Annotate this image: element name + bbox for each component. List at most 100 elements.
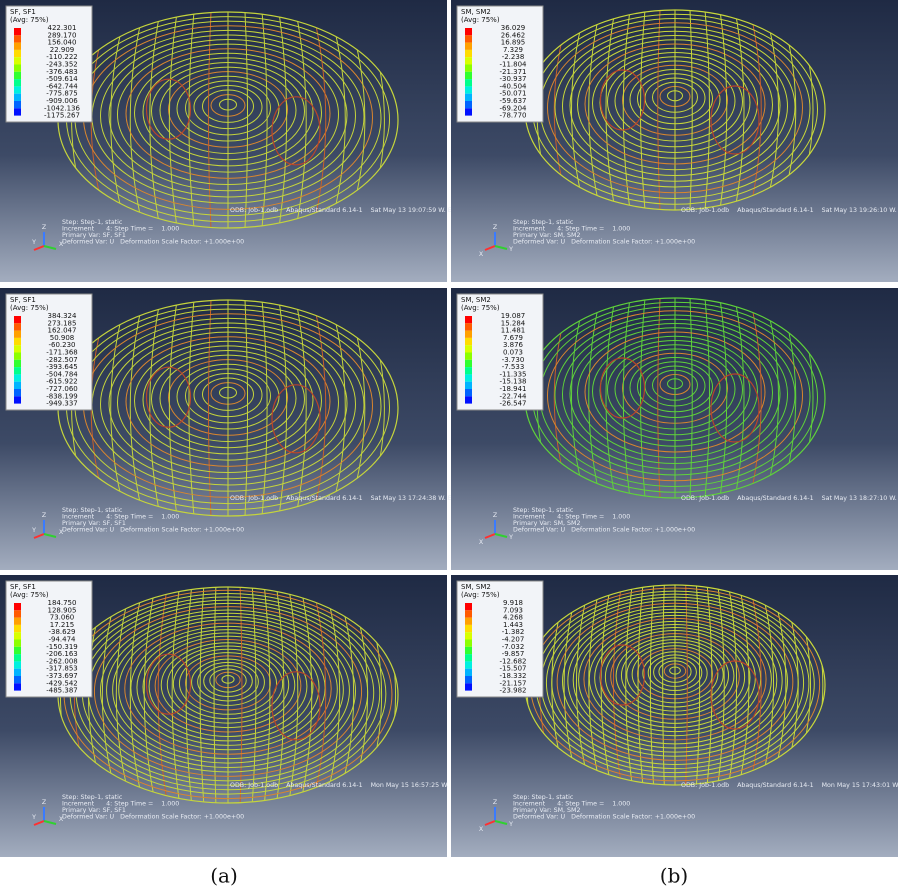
legend-value: -429.542 (46, 679, 77, 687)
legend-value: 73.060 (50, 614, 75, 622)
step-line: Step: Step-1, static (62, 219, 123, 226)
viewport: SM, SM2(Avg: 75%)19.08715.28411.4817.679… (451, 288, 898, 570)
legend-value: 26.462 (501, 31, 526, 39)
legend-band (14, 654, 21, 662)
mesh-line (567, 608, 783, 753)
step-line: Primary Var: SM, SM2 (513, 520, 580, 527)
triad-label: Z (42, 799, 47, 806)
legend-value: 7.093 (503, 606, 523, 614)
mesh-line (100, 322, 356, 486)
legend-value: -15.138 (499, 378, 526, 386)
legend-value: -909.006 (46, 97, 78, 105)
legend-value: 128.905 (48, 606, 77, 614)
legend-band (14, 668, 21, 676)
mesh-line (168, 300, 178, 516)
legend-value: 384.324 (48, 312, 77, 320)
legend-value: 162.047 (48, 327, 77, 335)
mesh-line (125, 48, 331, 179)
legend-value: -7.533 (502, 363, 525, 371)
mesh-line (592, 335, 758, 447)
legend-value: -94.474 (48, 636, 76, 644)
legend-value: 422.301 (48, 24, 77, 32)
legend-value: -509.614 (46, 75, 78, 83)
step-line: Primary Var: SM, SM2 (513, 232, 580, 239)
step-line: Primary Var: SF, SF1 (62, 807, 126, 814)
legend-band (14, 79, 21, 87)
stress-spot (599, 69, 646, 131)
legend-band (14, 49, 21, 58)
mesh-line (129, 300, 144, 516)
triad-label: Z (493, 224, 498, 231)
legend-band (14, 610, 21, 618)
step-line: Increment 4: Step Time = 1.000 (513, 226, 630, 233)
legend-value: -262.008 (46, 657, 77, 665)
legend-band (465, 49, 472, 58)
legend-value: -1042.136 (44, 104, 80, 112)
legend-value: 289.170 (48, 31, 77, 39)
legend-band (14, 86, 21, 94)
legend-band (14, 676, 21, 684)
viewport: SM, SM2(Avg: 75%)36.02926.46216.8957.329… (451, 0, 898, 282)
stress-spot (271, 671, 321, 741)
step-line: Increment 4: Step Time = 1.000 (62, 514, 179, 521)
mesh-line (562, 318, 788, 470)
viewport: SF, SF1(Avg: 75%)422.301289.170156.04022… (0, 0, 534, 282)
stress-spot (271, 96, 321, 166)
legend-band (465, 345, 472, 353)
triad-label: X (479, 539, 484, 546)
mesh-line (583, 617, 767, 741)
legend-title: SM, SM2 (461, 296, 491, 304)
legend-value: -727.060 (46, 385, 77, 393)
triad-axis (43, 820, 57, 825)
legend-value: -243.352 (46, 61, 77, 69)
triad-label: Z (493, 512, 498, 519)
mesh-line (251, 587, 257, 803)
mesh-line (108, 39, 348, 192)
legend-band (465, 617, 472, 625)
legend-band (14, 57, 21, 65)
legend-value: 19.087 (501, 312, 526, 320)
mesh-line (547, 22, 803, 194)
legend-band (465, 624, 472, 633)
legend-value: 273.185 (48, 319, 77, 327)
legend-band (465, 683, 472, 691)
legend-value: -1175.267 (44, 112, 80, 120)
mesh-line (657, 298, 661, 498)
legend-band (465, 108, 472, 116)
legend-value: -30.937 (499, 75, 526, 83)
mesh-line (695, 585, 701, 785)
step-line: Step: Step-1, static (62, 507, 123, 514)
triad-label: Y (31, 527, 36, 534)
mesh-line (100, 34, 356, 198)
mesh-line (588, 298, 601, 498)
legend-value: -69.204 (499, 104, 527, 112)
mesh-line (577, 327, 773, 459)
legend-band (465, 337, 472, 346)
legend-band (465, 639, 472, 647)
legend-value: -11.335 (499, 370, 526, 378)
mesh-line (244, 12, 249, 228)
legend-value: 17.215 (50, 621, 75, 629)
legend-value: -775.875 (46, 90, 77, 98)
legend-avg: (Avg: 75%) (461, 304, 500, 312)
mesh-line (649, 585, 655, 785)
step-line: Primary Var: SM, SM2 (513, 807, 580, 814)
legend-band (14, 101, 21, 109)
mesh-line (112, 616, 344, 764)
mesh-line (577, 39, 773, 171)
legend-value: -949.337 (46, 400, 77, 408)
mesh-line (749, 10, 762, 210)
mesh-line (584, 43, 766, 165)
legend-band (465, 323, 472, 331)
legend-band (14, 71, 21, 80)
legend-band (465, 389, 472, 397)
step-line: Deformed Var: U Deformation Scale Factor… (62, 239, 244, 246)
mesh-line (117, 331, 339, 474)
triad-label: X (59, 816, 64, 823)
viewport: SF, SF1(Avg: 75%)384.324273.185162.04750… (0, 288, 534, 570)
mesh-line (571, 10, 586, 210)
odb-line: ODB: Job-1.odb Abaqus/Standard 6.14-1 Sa… (230, 495, 534, 502)
triad-label: Z (42, 224, 47, 231)
legend-band (465, 57, 472, 65)
mesh-line (569, 35, 781, 176)
